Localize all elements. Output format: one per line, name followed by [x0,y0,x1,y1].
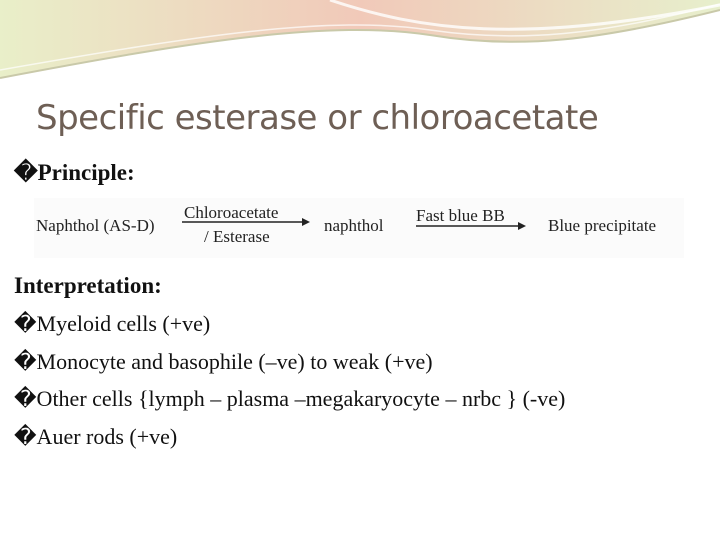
section-heading: �Principle: [14,160,135,185]
intermediate: naphthol [324,216,384,235]
reagent-label: Fast blue BB [416,206,505,225]
enzyme-label: / Esterase [204,227,270,246]
header-decoration [0,0,720,79]
arrow [182,218,310,226]
list-item: �Auer rods (+ve) [14,423,178,449]
product: Blue precipitate [548,216,657,235]
arrow [416,222,526,230]
slide-title: Specific esterase or chloroacetate [36,98,599,138]
list-item: �Myeloid cells (+ve) [14,311,211,336]
enzyme-label: Chloroacetate [184,203,279,222]
reactant: Naphthol (AS-D) [36,216,155,235]
section-heading: Interpretation: [14,273,162,298]
list-item: �Monocyte and basophile (–ve) to weak (+… [14,348,433,374]
reaction-diagram: Naphthol (AS-D) Chloroacetate / Esterase… [34,198,684,258]
list-item: �Other cells {lymph – plasma –megakaryoc… [14,386,566,411]
